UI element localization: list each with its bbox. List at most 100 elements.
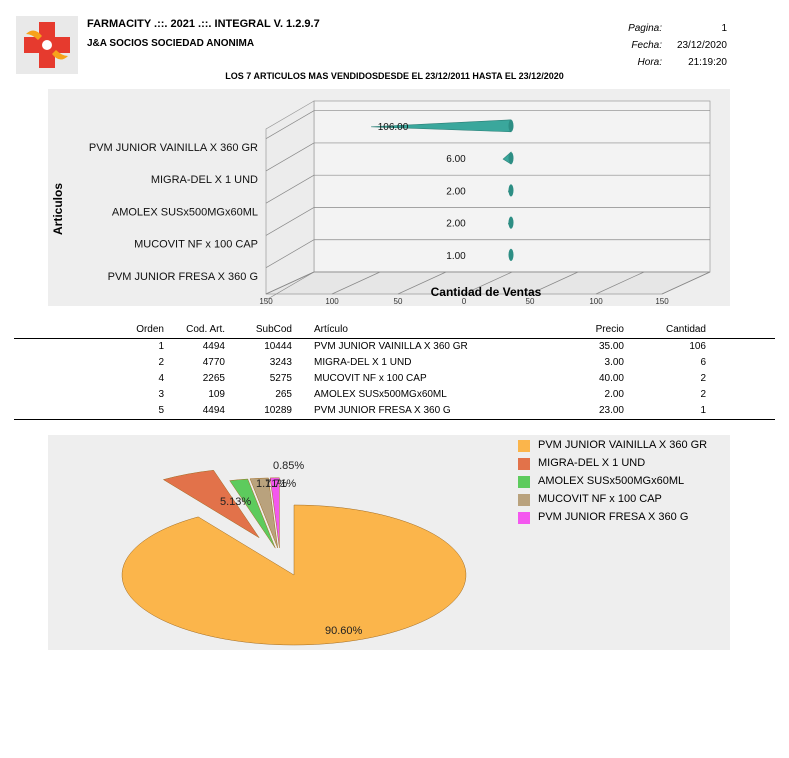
legend-label: PVM JUNIOR FRESA X 360 G [538, 511, 689, 523]
table-cell: 23.00 [598, 405, 624, 416]
table-row: 3 109 265 AMOLEX SUSx500MGx60ML 2.00 2 [14, 387, 775, 403]
table-cell: 2 [700, 373, 706, 384]
column-header: SubCod [255, 324, 292, 335]
pie-pct-label: 1.71% [256, 478, 287, 490]
table-cell: 10289 [264, 405, 292, 416]
sales-table: Orden Cod. Art. SubCod Artículo Precio Cantid… [14, 322, 775, 419]
company-name: J&A SOCIOS SOCIEDAD ANONIMA [87, 38, 255, 49]
table-cell: 4494 [202, 405, 225, 416]
table-cell: PVM JUNIOR VAINILLA X 360 GR [314, 341, 468, 352]
legend-label: MUCOVIT NF x 100 CAP [538, 493, 662, 505]
table-cell: 10444 [264, 341, 292, 352]
bar-data-label: 1.00 [446, 251, 466, 262]
pie-slice [249, 477, 278, 548]
table-cell: 3.00 [604, 357, 624, 368]
company-logo [16, 16, 78, 74]
date-label: Fecha: [631, 40, 662, 51]
page-value: 1 [721, 23, 727, 34]
table-cell: 265 [275, 389, 292, 400]
bar-data-label: 2.00 [446, 186, 466, 197]
y-axis-title: Articulos [51, 183, 65, 235]
table-cell: 4494 [202, 341, 225, 352]
bar-data-label: 6.00 [446, 154, 466, 165]
y-category-label: AMOLEX SUSx500MGx60ML [112, 206, 258, 218]
bar [508, 248, 514, 261]
table-cell: 1 [158, 341, 164, 352]
column-header: Artículo [314, 324, 348, 335]
column-header: Cod. Art. [186, 324, 225, 335]
table-cell: 4 [158, 373, 164, 384]
table-cell: 5275 [269, 373, 292, 384]
legend-swatch [518, 458, 530, 470]
date-value: 23/12/2020 [676, 40, 727, 51]
table-cell: 3243 [269, 357, 292, 368]
pie-pct-label: 5.13% [220, 496, 251, 508]
x-tick-label: 100 [589, 297, 603, 306]
x-tick-label: 150 [655, 297, 669, 306]
x-tick-label: 100 [325, 297, 339, 306]
table-cell: 106 [689, 341, 706, 352]
legend-label: PVM JUNIOR VAINILLA X 360 GR [538, 439, 708, 451]
table-cell: 40.00 [598, 373, 624, 384]
legend-swatch [518, 512, 530, 524]
table-row: 5 4494 10289 PVM JUNIOR FRESA X 360 G 23.00 1 [14, 403, 775, 419]
app-title: FARMACITY .::. 2021 .::. INTEGRAL V. 1.2… [87, 18, 320, 30]
x-tick-label: 150 [259, 297, 273, 306]
table-row: 2 4770 3243 MIGRA-DEL X 1 UND 3.00 6 [14, 355, 775, 371]
y-category-label: MUCOVIT NF x 100 CAP [134, 239, 258, 251]
table-row: 1 4494 10444 PVM JUNIOR VAINILLA X 360 GR 35… [14, 339, 775, 355]
pie-slice [269, 477, 280, 548]
legend-swatch [518, 494, 530, 506]
table-cell: PVM JUNIOR FRESA X 360 G [314, 405, 451, 416]
legend-swatch [518, 476, 530, 488]
table-cell: 6 [700, 357, 706, 368]
y-category-label: MIGRA-DEL X 1 UND [151, 174, 258, 186]
table-header-divider [14, 338, 775, 339]
table-cell: MUCOVIT NF x 100 CAP [314, 373, 427, 384]
pie-pct-label: 1.71% [265, 478, 296, 490]
table-cell: 35.00 [598, 341, 624, 352]
table-cell: 1 [700, 405, 706, 416]
bar-chart: 150 100 50 0 50 100 150 PVM JUNIOR VAINILLA X 3… [51, 100, 711, 306]
bar-chart-panel: 150 100 50 0 50 100 150 PVM JUNIOR VAINILLA X 3… [48, 89, 730, 306]
pie-pct-label: 90.60% [325, 625, 363, 637]
table-bottom-divider [14, 419, 775, 420]
table-cell: 3 [158, 389, 164, 400]
x-tick-label: 50 [526, 297, 535, 306]
pie-slice [162, 469, 260, 538]
pie-pct-label: 0.85% [273, 460, 304, 472]
pie-slice [229, 478, 276, 549]
column-header: Precio [595, 324, 624, 335]
table-cell: 2.00 [604, 389, 624, 400]
pie-chart: 90.60% 5.13% 1.71%1.71% 0.85% [121, 460, 467, 646]
x-axis-title: Cantidad de Ventas [431, 285, 542, 299]
table-cell: 2265 [202, 373, 225, 384]
red-cross-hands-icon [24, 22, 70, 68]
table-body: 1 4494 10444 PVM JUNIOR VAINILLA X 360 GR 35… [14, 339, 775, 419]
x-tick-label: 50 [394, 297, 403, 306]
table-cell: 109 [208, 389, 225, 400]
table-cell: 2 [158, 357, 164, 368]
bar [502, 151, 514, 165]
column-header: Cantidad [665, 324, 706, 335]
column-header: Orden [136, 324, 164, 335]
pie-slice [121, 504, 467, 646]
bar [508, 216, 514, 229]
time-value: 21:19:20 [688, 57, 727, 68]
table-cell: 4770 [202, 357, 225, 368]
table-header: Orden Cod. Art. SubCod Artículo Precio Cantid… [14, 322, 775, 338]
y-category-label: PVM JUNIOR FRESA X 360 G [108, 271, 258, 283]
legend-swatch [518, 440, 530, 452]
y-category-label: PVM JUNIOR VAINILLA X 360 GR [89, 142, 258, 154]
time-label: Hora: [637, 57, 662, 68]
table-cell: 5 [158, 405, 164, 416]
page-label: Pagina: [628, 23, 662, 34]
bar-data-label: 106.00 [378, 122, 409, 133]
table-cell: AMOLEX SUSx500MGx60ML [314, 389, 447, 400]
report-title: LOS 7 ARTICULOS MAS VENDIDOSDESDE EL 23/… [225, 71, 564, 81]
bar [371, 119, 514, 133]
table-cell: 2 [700, 389, 706, 400]
legend-label: AMOLEX SUSx500MGx60ML [538, 475, 685, 487]
x-tick-label: 0 [462, 297, 467, 306]
legend-label: MIGRA-DEL X 1 UND [538, 457, 646, 469]
